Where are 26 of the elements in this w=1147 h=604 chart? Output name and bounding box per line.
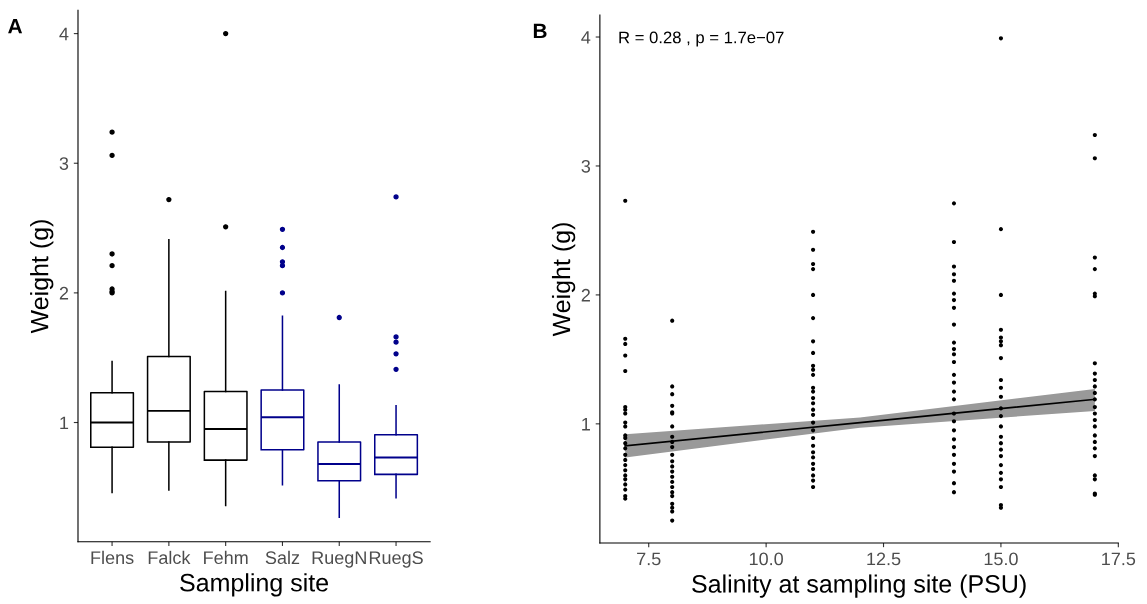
x-tick-label: 7.5 — [637, 552, 661, 566]
y-tick-label: 1 — [582, 417, 590, 431]
chart-title: B — [533, 23, 547, 39]
annotation: R = 0.28 , p = 1.7e−07 — [619, 31, 784, 47]
y-tick-label: 3 — [59, 157, 69, 170]
y-tick-label: 1 — [60, 416, 69, 430]
x-tick-label: 12.5 — [867, 552, 901, 566]
chart-title: A — [8, 19, 23, 34]
x-tick-label: 15.0 — [984, 552, 1018, 566]
x-tick-label: Salz — [265, 550, 300, 565]
x-tick-label: 10.0 — [749, 552, 783, 566]
y-tick-label: 3 — [581, 159, 591, 173]
x-tick-label: Flens — [91, 550, 134, 565]
y-tick-label: 2 — [59, 286, 69, 300]
x-tick-label: RuegN — [312, 551, 366, 568]
x-tick-label: Fehm — [204, 550, 248, 565]
y-axis-title: Weight (g) — [551, 223, 576, 337]
y-tick-label: 2 — [581, 288, 590, 302]
y-tick-label: 4 — [59, 27, 69, 41]
y-tick-label: 4 — [581, 31, 591, 44]
x-axis-title: Salinity at sampling site (PSU) — [692, 574, 1026, 598]
x-tick-label: RuegS — [369, 551, 423, 568]
y-axis-title: Weight (g) — [30, 220, 54, 334]
x-tick-label: 17.5 — [1102, 552, 1136, 566]
x-tick-label: Falck — [148, 550, 191, 565]
x-axis-title: Sampling site — [180, 573, 328, 597]
